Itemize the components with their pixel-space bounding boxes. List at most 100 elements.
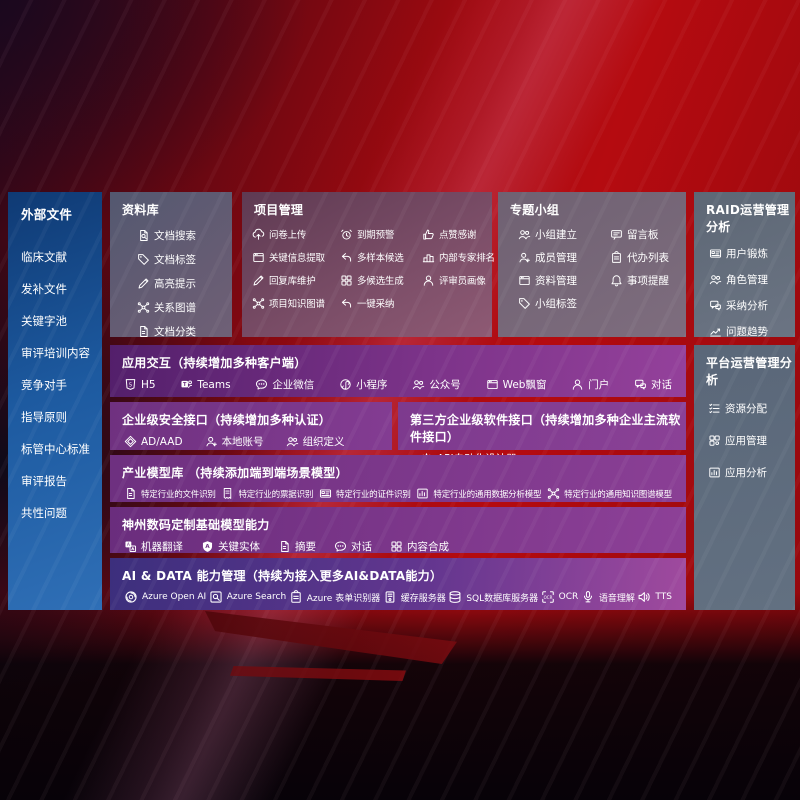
feature-label: Azure Open AI — [142, 592, 207, 602]
row-title: 产业模型库 （持续添加端到端场景模型） — [122, 466, 348, 480]
info-extract-icon — [252, 251, 265, 264]
wework-chat-icon — [255, 378, 268, 391]
feature-item: 文档搜索 — [137, 228, 232, 243]
relation-graph-icon — [137, 301, 150, 314]
industry-data-model-icon — [416, 487, 429, 500]
panel-project-management: 项目管理 问卷上传 关键信息提取 回复库维护 项目知识图谱 到期预警 多样本候选 多候选生成… — [242, 192, 495, 337]
feature-item: 门户 — [571, 377, 609, 392]
feature-label: 一键采纳 — [357, 299, 395, 310]
cache-server-icon — [383, 590, 397, 604]
base-model-list: A 机器翻译 A 关键实体 摘要 对话 内容合成 — [110, 533, 686, 554]
row-industry-models: 产业模型库 （持续添加端到端场景模型） 特定行业的文件识别 特定行业的票据识别 特定… — [110, 455, 686, 502]
feature-item: 小组标签 — [518, 296, 610, 311]
feature-label: OCR — [558, 592, 579, 602]
feature-item: 企业微信 — [255, 377, 314, 392]
summary-doc-icon — [278, 540, 291, 553]
monitor-stand-neck — [205, 611, 457, 664]
feature-label: 语音理解 — [598, 593, 635, 604]
feature-item: 内容合成 — [390, 539, 449, 554]
feature-item: 点赞感谢 — [422, 227, 495, 241]
feature-item: 多候选生成 — [340, 273, 422, 287]
sidebar-item: 标管中心标准 — [21, 441, 102, 457]
feature-label: 评审员画像 — [439, 276, 486, 287]
machine-translate-icon: A — [124, 540, 137, 553]
feature-label: 对话 — [351, 541, 372, 553]
teams-icon: T — [180, 378, 193, 391]
feature-item: 文档标签 — [137, 252, 232, 267]
issue-trend-icon — [709, 325, 722, 338]
feature-label: 点赞感谢 — [439, 230, 477, 241]
feature-label: 多样本候选 — [357, 253, 404, 264]
feature-label: 角色管理 — [726, 274, 768, 286]
feature-label: 组织定义 — [302, 436, 345, 448]
feature-item: 对话 — [634, 377, 672, 392]
app-manage-icon — [708, 434, 721, 447]
feature-label: 应用分析 — [725, 467, 767, 479]
dialog-icon — [634, 378, 647, 391]
sidebar-item-label: 审评培训内容 — [21, 346, 90, 360]
platform-feature-list: 资源分配 应用管理 应用分析 — [708, 401, 795, 480]
feature-item: 回复库维护 — [252, 273, 340, 287]
feature-label: 文档分类 — [154, 326, 196, 338]
row-base-models: 神州数码定制基础模型能力 A 机器翻译 A 关键实体 摘要 对话 内容合成 — [110, 507, 686, 553]
sql-database-icon — [448, 590, 462, 604]
feature-label: 特定行业的文件识别 — [141, 489, 216, 500]
feature-item: 高亮提示 — [137, 276, 232, 291]
feature-label: 特定行业的证件识别 — [335, 489, 411, 500]
external-files-list: 临床文献 发补文件 关键字池 审评培训内容 竞争对手 指导原则 标管中心标准 审评报告 共性问题 — [21, 249, 102, 521]
panel-title: 外部文件 — [21, 207, 73, 222]
raid-feature-list: 用户锻炼 角色管理 采纳分析 问题趋势 — [709, 246, 795, 339]
sidebar-item-label: 发补文件 — [21, 282, 67, 296]
feature-item: 特定行业的票据识别 — [221, 487, 313, 500]
local-account-icon — [205, 435, 218, 448]
feature-label: 小组标签 — [535, 298, 577, 310]
speech-understanding-icon — [581, 590, 595, 604]
row-enterprise-security: 企业级安全接口（持续增加多种认证） AD/AAD 本地账号 组织定义 — [110, 402, 392, 450]
reply-repo-maintain-icon — [252, 274, 265, 287]
expert-ranking-icon — [422, 251, 435, 264]
feature-item: 角色管理 — [709, 272, 795, 287]
sidebar-item: 审评培训内容 — [21, 345, 102, 361]
adoption-analysis-icon — [709, 299, 722, 312]
industry-model-list: 特定行业的文件识别 特定行业的票据识别 特定行业的证件识别 特定行业的通用数据分析模型… — [110, 481, 686, 500]
row-title: AI & DATA 能力管理（持续为接入更多AI&DATA能力） — [122, 569, 443, 583]
sidebar-item-label: 标管中心标准 — [21, 442, 90, 456]
ad-aad-icon — [124, 435, 137, 448]
feature-label: SQL数据库服务器 — [466, 593, 539, 604]
sidebar-item: 关键字池 — [21, 313, 102, 329]
feature-item: T Teams — [180, 378, 231, 391]
feature-item: 到期预警 — [340, 227, 422, 241]
feature-label: 内部专家排名 — [439, 253, 495, 264]
sidebar-item: 临床文献 — [21, 249, 102, 265]
panel-title: RAID运营管理分析 — [706, 203, 790, 234]
feature-label: 摘要 — [295, 541, 316, 553]
feature-item: OCR OCR — [541, 590, 579, 604]
project-feature-grid: 问卷上传 关键信息提取 回复库维护 项目知识图谱 到期预警 多样本候选 多候选生成 一键采纳 点… — [252, 227, 495, 310]
row-title: 神州数码定制基础模型能力 — [122, 518, 270, 532]
feature-label: 留言板 — [627, 229, 659, 241]
industry-file-ocr-icon — [124, 487, 137, 500]
feature-item: 小程序 — [339, 377, 388, 392]
todo-list-icon — [610, 251, 623, 264]
one-click-adopt-icon — [340, 297, 353, 310]
feature-item: 事项提醒 — [610, 273, 686, 288]
feature-label: 本地账号 — [221, 436, 264, 448]
feature-label: 机器翻译 — [141, 541, 183, 553]
feature-label: 缓存服务器 — [400, 593, 446, 604]
feature-label: 公众号 — [429, 379, 461, 391]
panel-external-files: 外部文件 临床文献 发补文件 关键字池 审评培训内容 竞争对手 指导原则 标管中心标准 审评报… — [8, 192, 102, 610]
feature-label: Web飘窗 — [502, 379, 547, 391]
feature-item: SQL数据库服务器 — [448, 590, 538, 604]
svg-text:T: T — [183, 382, 187, 388]
monitor-stand-base — [230, 666, 406, 681]
feature-label: 文档搜索 — [154, 230, 196, 242]
feature-label: 问题趋势 — [726, 326, 768, 338]
row-title: 第三方企业级软件接口（持续增加多种企业主流软件接口） — [410, 413, 681, 444]
feature-label: 回复库维护 — [269, 276, 316, 287]
role-manage-icon — [709, 273, 722, 286]
feature-item: 资源分配 — [708, 401, 795, 416]
web-window-icon — [486, 378, 499, 391]
feature-item: 项目知识图谱 — [252, 296, 340, 310]
feature-label: 问卷上传 — [269, 230, 307, 241]
feature-item: Azure Open AI — [124, 590, 206, 604]
